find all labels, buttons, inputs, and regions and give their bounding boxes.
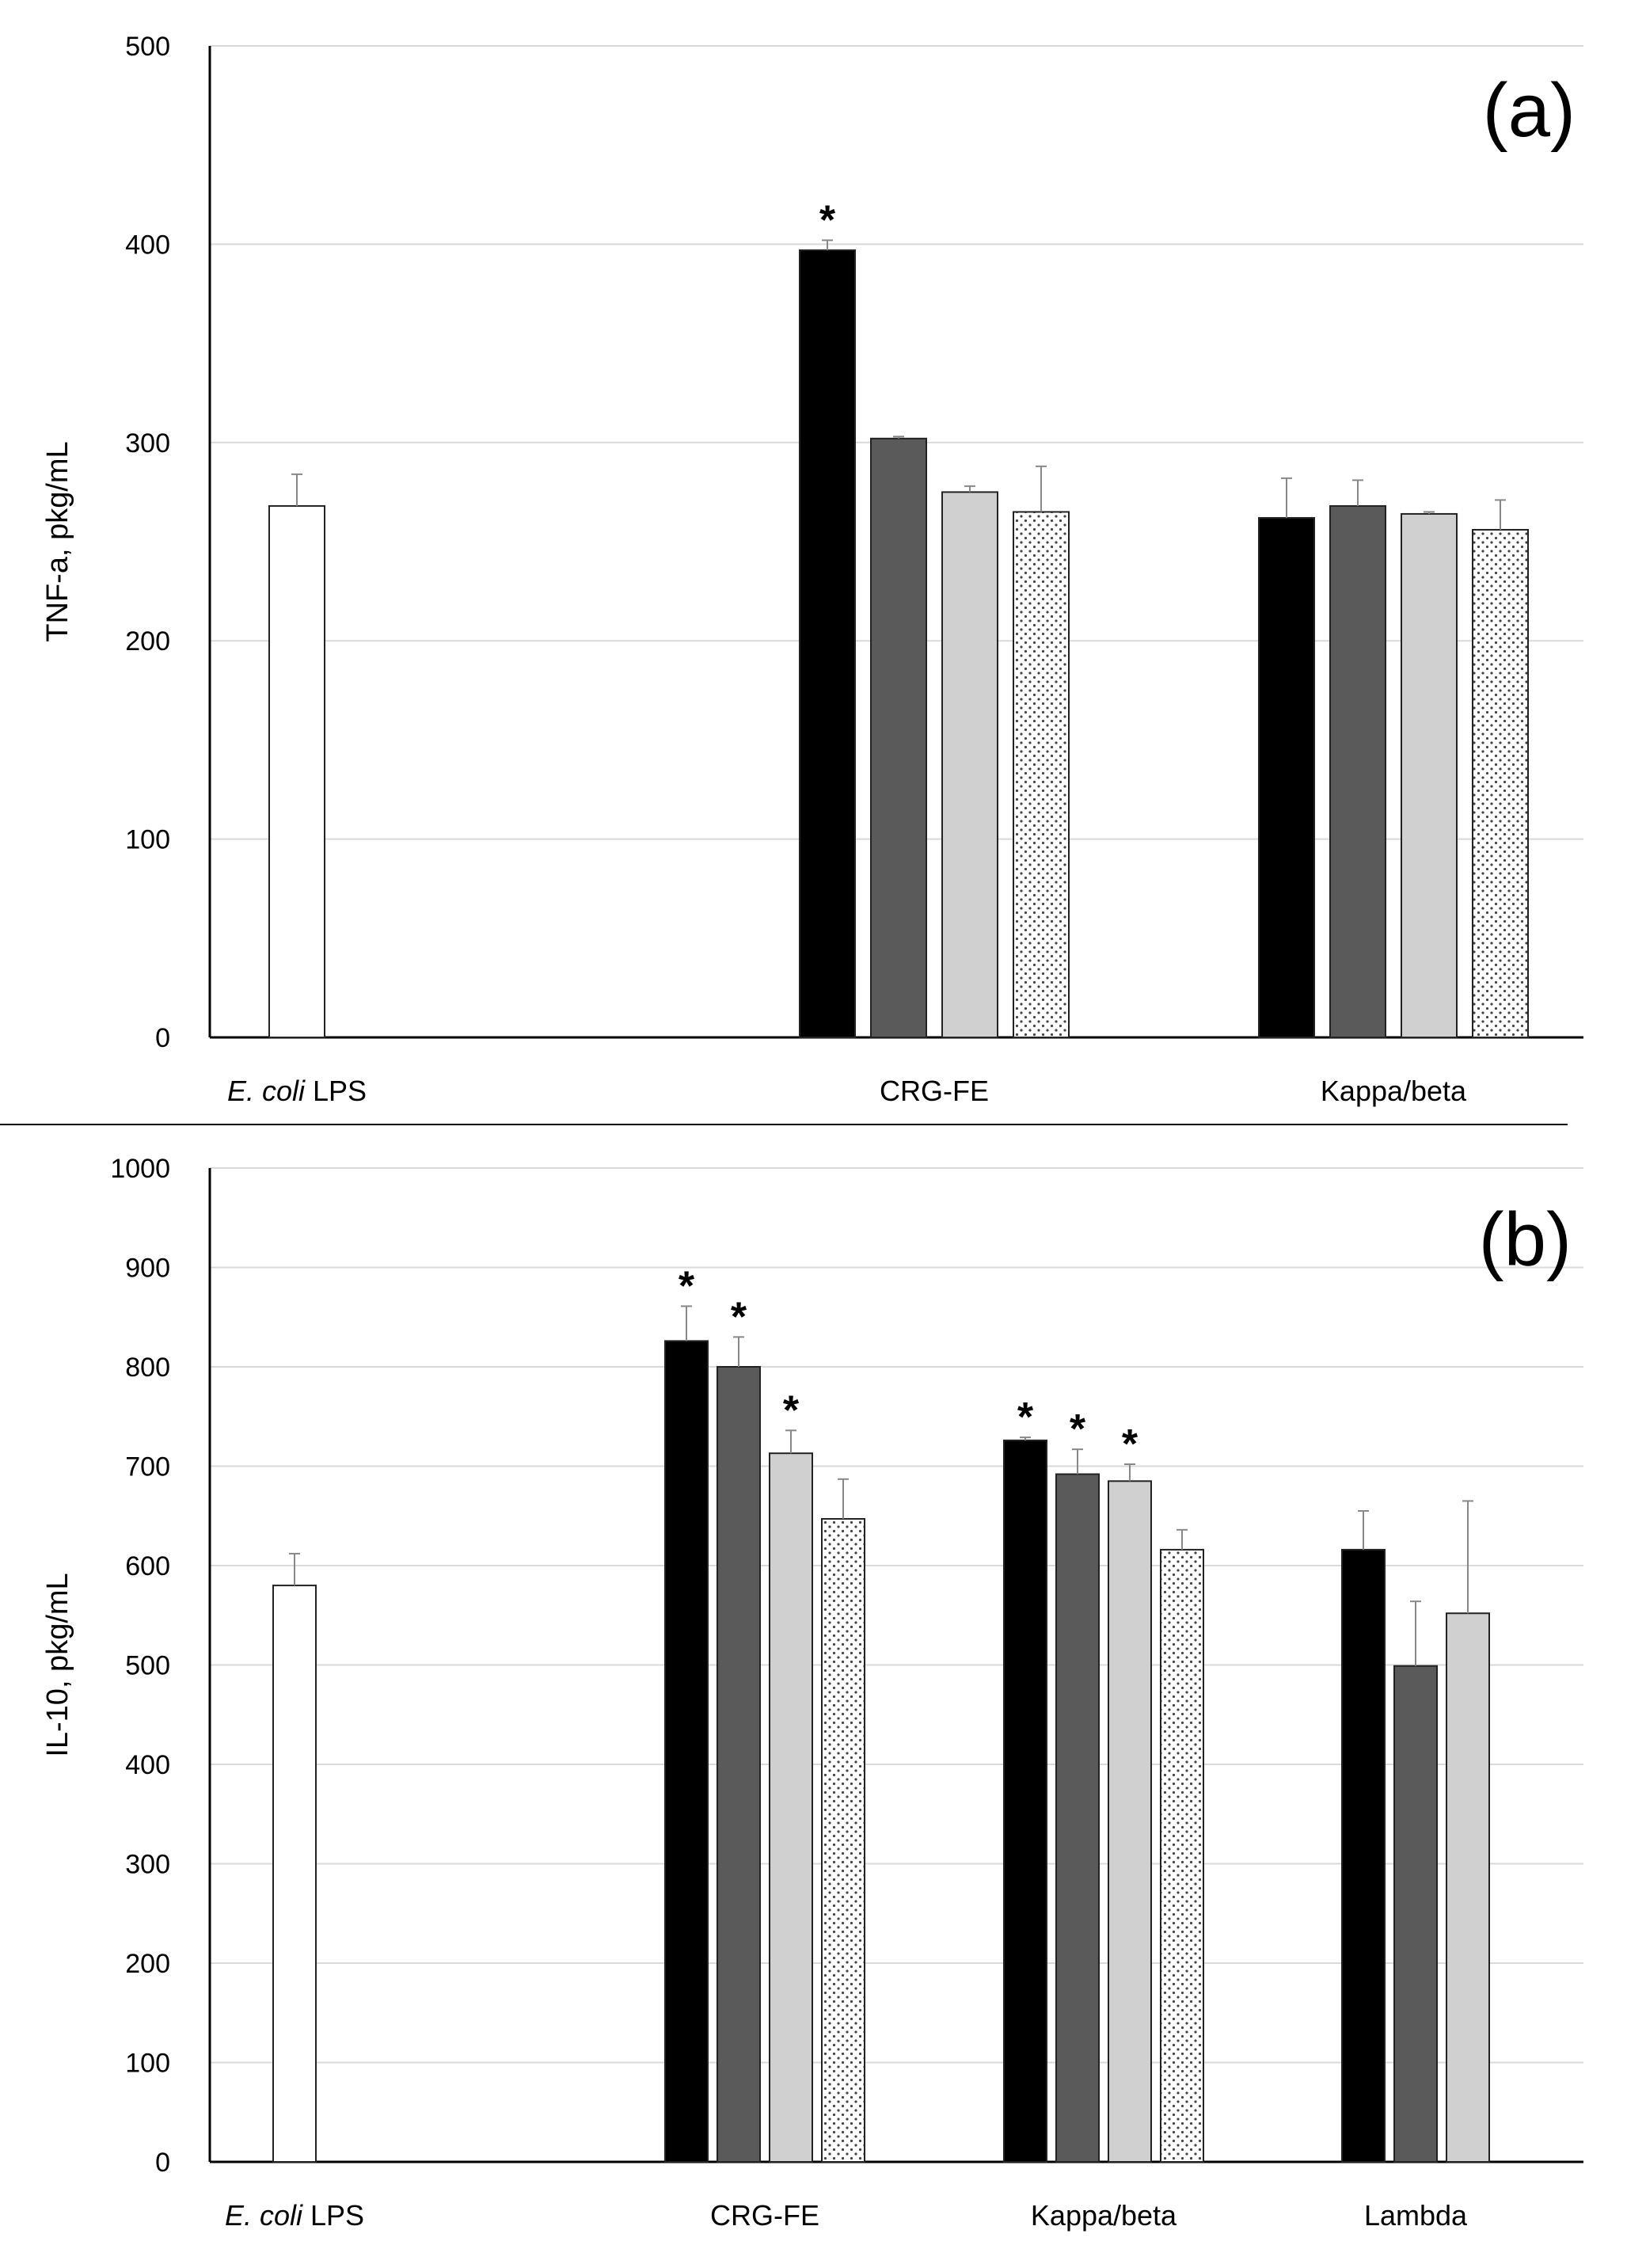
bar [1055,1473,1100,2163]
significance-star: * [1122,1421,1139,1467]
bar [1108,1480,1152,2163]
y-tick-label: 0 [155,2148,170,2178]
bar [821,1518,865,2163]
y-axis-label: IL-10, pkg/mL [41,1573,74,1756]
bar [1258,516,1315,1038]
bar [664,1340,709,2163]
y-tick-label: 100 [125,2049,170,2079]
y-tick-label: 400 [125,1750,170,1780]
bar [1393,1665,1438,2163]
y-tick-label: 1000 [110,1154,170,1184]
category-label-italic: E. coli [225,2199,303,2232]
y-tick-label: 600 [125,1551,170,1581]
bar [1401,512,1458,1038]
significance-star: * [679,1263,695,1309]
y-tick-label: 200 [125,626,170,656]
category-label-italic: E. coli [227,1075,306,1107]
category-label: Lambda [1364,2199,1468,2232]
bar [1003,1439,1047,2163]
bar [1446,1612,1490,2163]
category-label: CRG-FE [880,1075,989,1107]
bar [1329,504,1386,1038]
category-label: Kappa/beta [1031,2199,1177,2232]
panel-label: (b) [1479,1197,1572,1282]
significance-star: * [731,1294,747,1340]
bar [769,1452,813,2163]
y-tick-label: 800 [125,1353,170,1383]
y-axis-label: TNF-a, pkg/mL [41,441,74,641]
y-tick-label: 500 [125,1651,170,1681]
significance-star: * [783,1387,800,1433]
bar [799,249,856,1038]
significance-star: * [819,197,836,243]
panel-a-chart: 0 100 200 300 400 500 TNF-a, pkg/mL (a) * E. coli… [41,32,1583,1107]
bar [1013,511,1070,1038]
y-tick-label: 100 [125,825,170,855]
y-tick-label: 700 [125,1452,170,1482]
significance-star: * [1017,1395,1034,1440]
category-label-suffix: LPS [305,1075,367,1107]
y-tick-label: 300 [125,1850,170,1880]
bar [941,491,998,1038]
bar [268,504,325,1038]
significance-star: * [1070,1406,1086,1452]
y-tick-label: 0 [155,1023,170,1053]
bar [1472,528,1529,1038]
bar [1341,1548,1386,2163]
category-label: E. coli LPS [225,2199,364,2232]
y-tick-label: 500 [125,32,170,62]
bar [1160,1548,1204,2163]
bar [272,1585,317,2163]
y-tick-label: 200 [125,1949,170,1979]
panel-label: (a) [1483,68,1576,153]
panel-b-chart: 0 100 200 300 400 500 600 700 800 900 1000 IL-10, p… [41,1154,1583,2232]
category-label: CRG-FE [710,2199,819,2232]
y-tick-label: 300 [125,428,170,459]
category-label: Kappa/beta [1321,1075,1467,1107]
bar [870,437,927,1038]
y-tick-label: 900 [125,1254,170,1284]
category-label-suffix: LPS [302,2199,364,2232]
category-label: E. coli LPS [227,1075,367,1107]
bar [717,1366,761,2163]
y-tick-label: 400 [125,230,170,260]
